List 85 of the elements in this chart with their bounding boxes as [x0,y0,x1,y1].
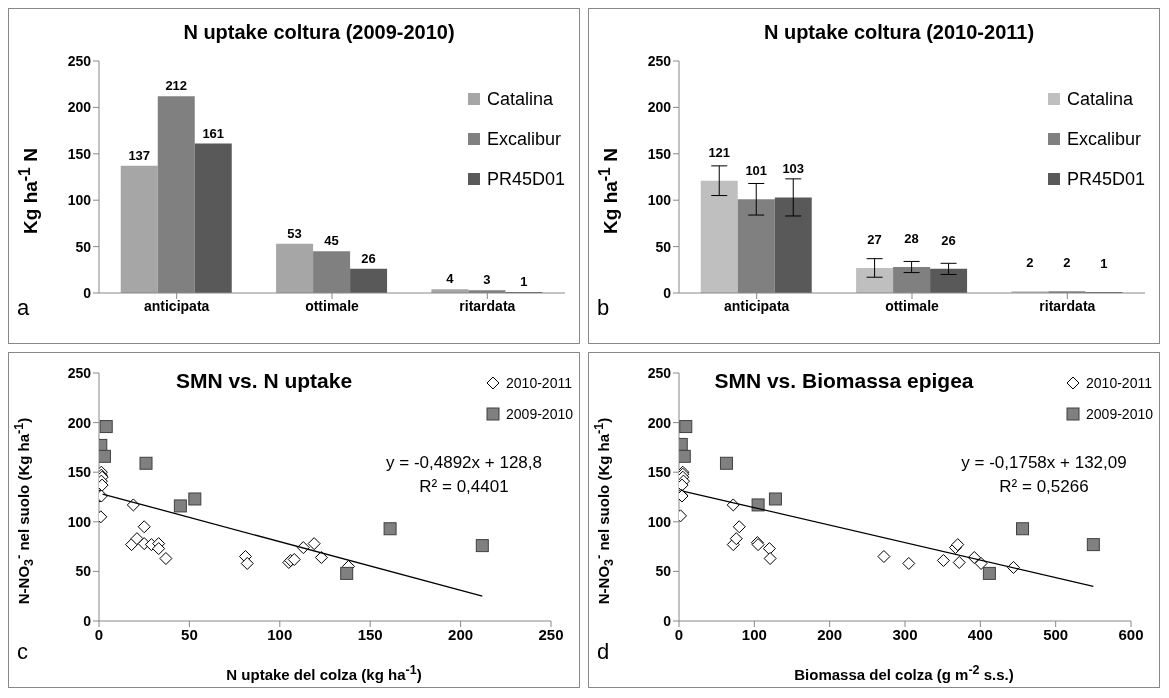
y-tick-label: 0 [663,612,672,629]
legend-label: PR45D01 [486,168,565,190]
x-tick-label: 500 [1043,625,1069,643]
y-tick-label: 250 [67,52,92,69]
x-tick-label: 200 [448,625,474,643]
chart-title: N uptake coltura (2010-2011) [762,21,1036,44]
legend-label: 2010-2011 [506,374,572,391]
x-tick-label: anticipata [143,297,210,314]
y-tick-label: 100 [647,192,672,209]
y-tick-label: 200 [67,99,92,116]
chart-title: SMN vs. Biomassa epigea [713,369,975,393]
y-tick-label: 50 [655,563,672,580]
legend-label: Excalibur [1066,128,1141,150]
data-label: 161 [202,125,225,141]
annotation: R² = 0,5266 [998,477,1090,497]
x-tick-label: ottimale [885,297,940,314]
text: c [17,639,28,665]
legend-label: 2009-2010 [1086,405,1153,422]
annotation: y = -0,1758x + 132,09 [960,453,1128,473]
y-tick-label: 100 [67,513,92,530]
legend-label: PR45D01 [1066,168,1145,190]
data-label: 28 [904,231,919,247]
annotation: y = -0,4892x + 128,8 [385,453,543,473]
x-axis-title: Biomassa del colza (g m$^{-2}$ s.s.) [793,663,1015,683]
data-label: 27 [867,231,882,247]
data-label: 26 [941,232,956,248]
x-tick-label: 600 [1118,625,1144,643]
x-tick-label: 0 [94,625,104,643]
data-label: 3 [483,272,491,288]
x-tick-label: 150 [357,625,383,643]
data-label: 137 [128,147,151,163]
data-label: 101 [745,163,768,179]
x-tick-label: 250 [538,625,564,643]
data-label: 212 [165,78,188,94]
x-tick-label: 100 [741,625,767,643]
y-tick-label: 50 [655,238,672,255]
x-tick-label: 300 [892,625,918,643]
data-label: 53 [287,225,302,241]
legend-label: Catalina [486,88,553,110]
x-tick-label: ritardata [459,297,516,314]
legend-label: Excalibur [486,128,561,150]
legend-label: 2010-2011 [1086,374,1152,391]
y-tick-label: 250 [67,364,92,381]
y-tick-label: 0 [663,284,672,301]
data-label: 121 [708,144,731,160]
data-label: 103 [782,161,805,177]
data-label: 2 [1026,255,1034,271]
text: a [17,295,30,321]
x-axis-title: N uptake del colza (kg ha$^{-1}$) [225,663,423,683]
y-tick-label: 100 [647,513,672,530]
chart-title: SMN vs. N uptake [174,369,354,393]
x-tick-label: 100 [267,625,293,643]
data-label: 26 [361,250,376,266]
text: b [597,295,610,321]
x-tick-label: 200 [817,625,843,643]
y-tick-label: 150 [67,145,92,162]
data-label: 1 [520,274,528,290]
y-tick-label: 200 [647,99,672,116]
chart-title: N uptake coltura (2009-2010) [182,21,456,44]
y-tick-label: 250 [647,364,672,381]
y-tick-label: 150 [647,145,672,162]
annotation: R² = 0,4401 [418,477,510,497]
legend-label: 2009-2010 [506,405,573,422]
y-tick-label: 0 [83,612,92,629]
y-tick-label: 100 [67,192,92,209]
y-tick-label: 0 [83,284,92,301]
y-tick-label: 200 [67,414,92,431]
x-tick-label: ritardata [1039,297,1096,314]
data-label: 2 [1063,255,1071,271]
y-tick-label: 50 [75,238,92,255]
data-label: 4 [446,271,455,287]
text: d [597,639,610,665]
y-tick-label: 50 [75,563,92,580]
x-tick-label: 400 [967,625,993,643]
data-label: 1 [1100,256,1108,272]
y-tick-label: 200 [647,414,672,431]
y-tick-label: 150 [647,464,672,481]
legend-label: Catalina [1066,88,1133,110]
x-tick-label: 0 [674,625,684,643]
y-tick-label: 150 [67,464,92,481]
y-tick-label: 250 [647,52,672,69]
x-tick-label: 50 [181,625,198,643]
x-tick-label: ottimale [305,297,360,314]
x-tick-label: anticipata [723,297,790,314]
data-label: 45 [324,233,339,249]
